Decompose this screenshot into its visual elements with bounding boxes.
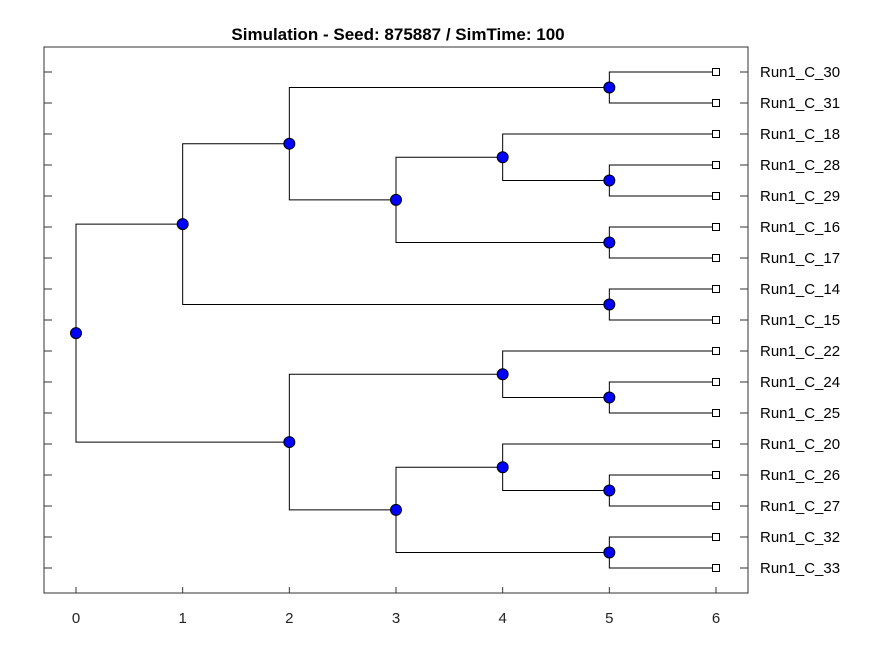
tree-node [390,193,402,206]
tree-node [390,503,402,516]
leaf-label: Run1_C_32 [760,529,840,546]
tree-node [496,151,509,164]
x-tick-label: 6 [712,610,720,627]
leaf-label: Run1_C_17 [760,250,840,267]
tree-node [603,298,616,311]
tree-branch [502,133,716,158]
tree-branch [395,466,503,510]
x-tick-label: 4 [498,610,506,627]
leaf-label: Run1_C_26 [760,467,840,484]
leaf-marker [712,409,720,417]
tree-branch [395,199,610,243]
leaf-marker [712,99,720,107]
leaf-label: Run1_C_14 [760,281,840,298]
tree-node [283,436,296,449]
tree-branch [502,374,610,398]
tree-node [176,218,189,231]
chart-title: Simulation - Seed: 875887 / SimTime: 100 [231,25,564,44]
leaf-label: Run1_C_31 [760,95,840,112]
tree-branch [608,536,716,553]
leaf-label: Run1_C_24 [760,374,840,391]
tree-branch [608,304,716,321]
leaf-marker [712,223,720,231]
leaf-label: Run1_C_15 [760,312,840,329]
leaf-marker [712,254,720,262]
leaf-label: Run1_C_22 [760,343,840,360]
tree-branch [608,397,716,414]
x-axis-ticks: 0 1 2 3 4 5 6 [72,587,720,627]
leaf-marker [712,502,720,510]
x-tick-label: 2 [285,610,293,627]
leaf-label: Run1_C_16 [760,219,840,236]
y-axis-ticks [44,71,748,569]
tree-branch [395,156,503,200]
x-tick-label: 5 [605,610,613,627]
tree-node [603,546,616,559]
leaf-label: Run1_C_30 [760,64,840,81]
tree-branch [608,180,716,197]
leaf-label: Run1_C_25 [760,405,840,422]
tree-node [603,236,616,249]
tree-branch [502,350,716,375]
tree-branch [288,442,396,511]
tree-branch [502,157,610,181]
leaf-markers [712,68,720,572]
tree-branch [75,333,290,443]
leaf-marker [712,316,720,324]
leaf-label: Run1_C_20 [760,436,840,453]
tree-branch [608,288,716,305]
leaf-marker [712,533,720,541]
leaf-label: Run1_C_18 [760,126,840,143]
x-tick-label: 1 [178,610,186,627]
tree-branch [608,552,716,569]
tree-node [603,174,616,187]
tree-branch [182,224,610,305]
tree-node [603,391,616,404]
tree-links [75,71,716,569]
leaf-marker [712,440,720,448]
tree-branch [608,164,716,181]
leaf-label: Run1_C_29 [760,188,840,205]
tree-node [496,368,509,381]
leaf-marker [712,161,720,169]
tree-branch [608,381,716,398]
tree-branch [288,143,396,201]
tree-branch [608,242,716,259]
leaf-marker [712,192,720,200]
leaf-marker [712,285,720,293]
leaf-marker [712,378,720,386]
tree-node [283,137,296,150]
tree-nodes [70,81,616,559]
leaf-labels: Run1_C_30 Run1_C_31 Run1_C_18 Run1_C_28 Run1… [760,64,840,577]
tree-branch [502,467,610,491]
tree-branch [288,87,610,144]
leaf-marker [712,471,720,479]
tree-branch [395,509,610,553]
tree-node [603,81,616,94]
leaf-marker [712,68,720,76]
leaf-label: Run1_C_28 [760,157,840,174]
tree-node [496,461,509,474]
leaf-marker [712,130,720,138]
tree-node [603,484,616,497]
tree-branch [288,373,503,443]
leaf-label: Run1_C_27 [760,498,840,515]
tree-branch [75,223,183,334]
tree-branch [608,87,716,104]
tree-branch [502,443,716,468]
tree-branch [608,71,716,88]
leaf-marker [712,347,720,355]
tree-node [70,327,82,340]
x-tick-label: 0 [72,610,80,627]
tree-branch [182,143,290,225]
x-tick-label: 3 [392,610,400,627]
tree-branch [608,474,716,491]
leaf-label: Run1_C_33 [760,560,840,577]
tree-branch [608,490,716,507]
tree-branch [608,226,716,243]
leaf-marker [712,564,720,572]
